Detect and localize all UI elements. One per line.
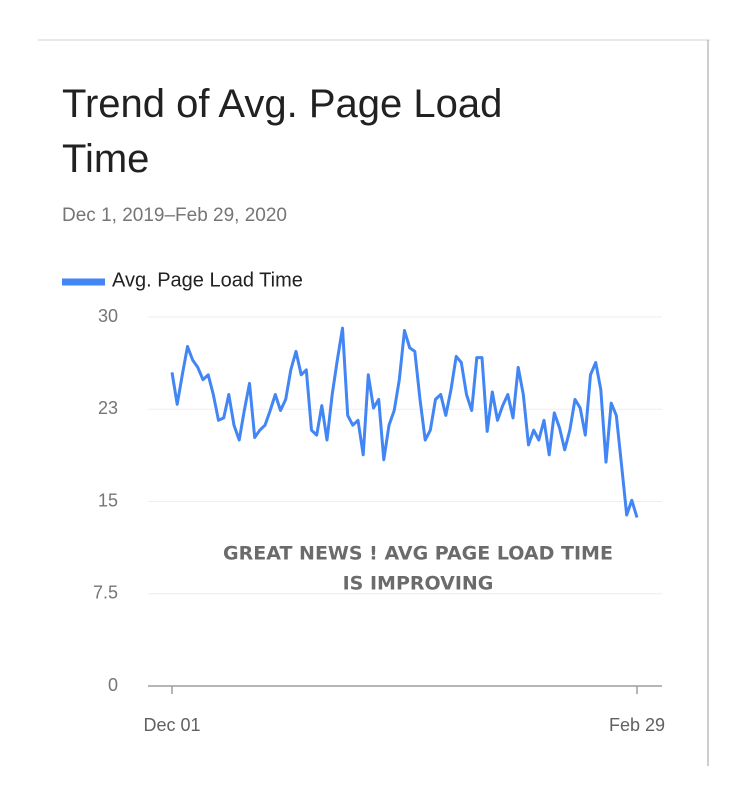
x-tick-label: Feb 29 [609,715,665,735]
y-tick-label: 7.5 [93,583,118,603]
annotation: IS IMPROVING [343,573,494,595]
legend-label: Avg. Page Load Time [112,269,303,291]
x-tick-label: Dec 01 [143,715,200,735]
annotation: GREAT NEWS ! AVG PAGE LOAD TIME [223,543,613,565]
chart-title: Trend of Avg. Page Load Time [62,82,502,181]
y-tick-label: 23 [98,398,118,418]
y-tick-label: 0 [108,675,118,695]
data-line [170,326,639,518]
chart-subtitle: Dec 1, 2019–Feb 29, 2020 [62,205,287,226]
y-tick-label: 15 [98,490,118,510]
y-tick-label: 30 [98,306,118,326]
